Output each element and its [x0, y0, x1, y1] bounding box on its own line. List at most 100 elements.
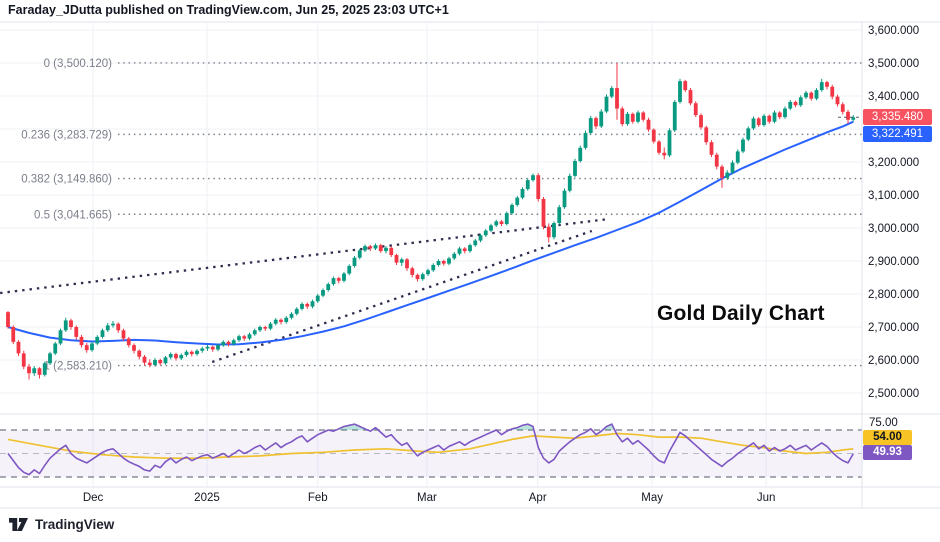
candle-body — [247, 334, 252, 339]
candle-body — [263, 327, 268, 329]
tradingview-brand[interactable]: TradingView — [35, 517, 115, 532]
candle-body — [357, 250, 362, 258]
candle-body — [221, 341, 226, 346]
candle-body — [426, 270, 430, 275]
candle-body — [252, 330, 257, 335]
candle-body — [793, 101, 798, 106]
candle-body — [32, 368, 37, 374]
candle-body — [268, 323, 273, 329]
candle-body — [804, 92, 808, 98]
fib-level-label: 0 (3,500.120) — [44, 58, 113, 70]
candle-body — [531, 175, 535, 181]
candle-body — [174, 354, 178, 359]
candle-body — [573, 161, 577, 176]
candle-body — [599, 111, 604, 127]
candle-body — [384, 247, 388, 252]
candle-body — [746, 128, 751, 140]
fib-level-label: 0.382 (3,149.860) — [21, 174, 112, 186]
time-tick-label: Feb — [308, 492, 328, 504]
candle-body — [331, 278, 336, 285]
candle-body — [289, 313, 294, 318]
price-tick-label: 3,200.000 — [868, 157, 919, 169]
candle-body — [809, 92, 814, 99]
candle-body — [504, 213, 509, 225]
candle-body — [53, 343, 58, 354]
candle-body — [6, 312, 10, 327]
candle-body — [662, 152, 667, 156]
candle-body — [16, 341, 21, 354]
candle-body — [578, 147, 583, 162]
candle-body — [79, 336, 84, 346]
candle-body — [116, 323, 121, 331]
price-tick-label: 2,600.000 — [868, 355, 919, 367]
price-tick-label: 3,600.000 — [868, 25, 919, 37]
candle-body — [840, 104, 845, 112]
candle-body — [410, 268, 415, 275]
candle-body — [819, 82, 824, 91]
candle-body — [126, 338, 131, 346]
price-axis[interactable]: 3,600.000 3,500.000 3,400.000 3,200.000 3,10… — [868, 25, 919, 400]
candle-body — [777, 112, 782, 118]
candle-body — [468, 245, 472, 252]
rsi-line — [7, 423, 854, 476]
candle-body — [405, 259, 409, 269]
candle-body — [699, 115, 703, 128]
candle-body — [163, 357, 168, 364]
candle-body — [678, 81, 682, 102]
candle-body — [473, 240, 478, 246]
time-tick-label: Dec — [83, 492, 104, 504]
candle-body — [305, 303, 310, 307]
tradingview-logo-icon[interactable] — [8, 516, 29, 533]
candle-body — [457, 248, 462, 254]
candle-body — [121, 330, 126, 339]
candle-body — [74, 327, 79, 337]
candle-body — [483, 230, 488, 236]
candle-body — [735, 151, 740, 163]
candle-body — [58, 330, 63, 344]
candle-body — [368, 246, 373, 249]
candle-body — [226, 341, 231, 345]
candle-body — [284, 317, 289, 323]
publish-title: Faraday_JDutta published on TradingView.… — [8, 3, 449, 17]
candle-body — [210, 346, 215, 350]
candle-body — [825, 82, 829, 87]
candle-body — [363, 246, 367, 251]
candle-body — [557, 207, 562, 224]
candle-body — [389, 247, 394, 256]
candle-body — [342, 273, 346, 281]
candle-body — [42, 363, 47, 375]
candle-body — [741, 139, 745, 152]
candle-body — [672, 101, 677, 131]
pane-borders — [0, 21, 940, 509]
fib-level-label: 1 (2,583.210) — [44, 361, 113, 373]
price-tick-label: 2,500.000 — [868, 388, 919, 400]
grid — [0, 23, 862, 487]
candle-body — [541, 198, 546, 227]
candle-body — [105, 325, 110, 331]
rsi-last-badge: 49.93 — [863, 445, 912, 460]
candle-body — [216, 345, 220, 350]
candle-body — [630, 113, 635, 122]
candle-body — [536, 175, 541, 199]
candle-body — [436, 261, 441, 265]
price-tick-label: 2,700.000 — [868, 322, 919, 334]
candle-body — [620, 108, 625, 125]
candle-body — [399, 259, 404, 263]
candle-body — [420, 274, 425, 280]
candle-body — [594, 118, 598, 127]
candle-body — [783, 108, 787, 118]
candle-body — [205, 346, 210, 349]
candle-body — [683, 81, 688, 91]
candle-body — [499, 221, 504, 225]
candle-body — [583, 132, 588, 148]
candle-body — [452, 253, 457, 259]
candle-body — [714, 154, 719, 167]
fib-level-label: 0.236 (3,283.729) — [21, 129, 112, 141]
candle-body — [95, 336, 100, 344]
candle-body — [378, 245, 383, 252]
candle-body — [63, 320, 68, 331]
time-axis[interactable]: Dec 2025 Feb Mar Apr May Jun — [83, 492, 776, 504]
candle-body — [326, 284, 331, 291]
